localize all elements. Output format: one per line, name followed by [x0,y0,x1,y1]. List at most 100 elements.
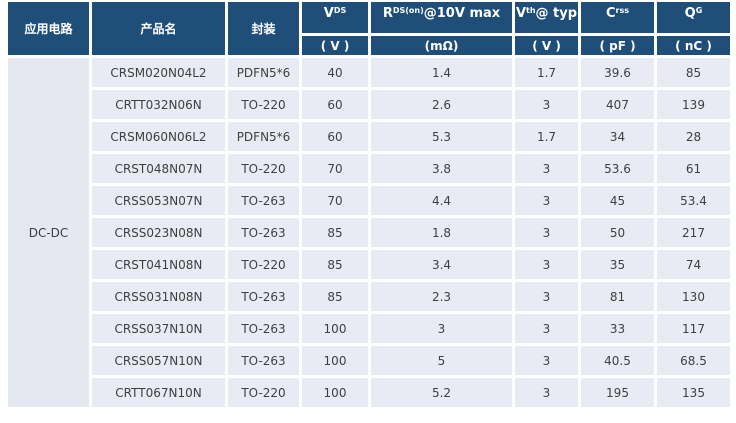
cell-qg: 61 [657,154,730,183]
cell-crss: 407 [581,90,654,119]
cell-vds: 85 [302,282,368,311]
cell-crss: 195 [581,378,654,407]
cell-rds: 5 [371,346,512,375]
cell-package: TO-263 [228,218,299,247]
cell-package: TO-220 [228,250,299,279]
cell-qg: 217 [657,218,730,247]
header-package: 封装 [228,2,299,55]
cell-product: CRSS053N07N [92,186,225,215]
cell-qg: 85 [657,58,730,87]
cell-product: CRSS037N10N [92,314,225,343]
header-vds-base: V [323,6,334,21]
cell-qg: 28 [657,122,730,151]
cell-rds: 3.8 [371,154,512,183]
cell-crss: 81 [581,282,654,311]
cell-vth: 1.7 [515,122,578,151]
cell-package: PDFN5*6 [228,122,299,151]
cell-product: CRSS031N08N [92,282,225,311]
cell-crss: 40.5 [581,346,654,375]
header-qg-unit: ( nC ) [657,36,730,55]
header-rdson-unit: (mΩ) [371,36,512,55]
cell-vth: 3 [515,314,578,343]
cell-product: CRSS023N08N [92,218,225,247]
cell-vth: 3 [515,186,578,215]
application-circuit-cell: DC-DC [8,58,89,407]
cell-vds: 70 [302,186,368,215]
cell-product: CRTT067N10N [92,378,225,407]
header-vds: V DS [302,2,368,33]
cell-vds: 70 [302,154,368,183]
header-vds-unit: ( V ) [302,36,368,55]
header-rdson-base: R [382,6,393,21]
header-qg-base: Q [684,6,696,21]
cell-rds: 2.3 [371,282,512,311]
header-rdson-rest: @10V max [423,6,501,21]
cell-qg: 68.5 [657,346,730,375]
cell-package: TO-220 [228,378,299,407]
header-rdson: R DS(on) @10V max [371,2,512,33]
cell-vds: 100 [302,378,368,407]
cell-package: TO-263 [228,346,299,375]
cell-rds: 3.4 [371,250,512,279]
cell-crss: 50 [581,218,654,247]
cell-rds: 2.6 [371,90,512,119]
cell-vds: 100 [302,346,368,375]
cell-rds: 1.4 [371,58,512,87]
header-vth-rest: @ typ [535,6,578,21]
cell-rds: 5.2 [371,378,512,407]
header-rdson-sup: DS(on) [392,6,424,15]
cell-package: TO-263 [228,282,299,311]
cell-vth: 3 [515,218,578,247]
cell-rds: 1.8 [371,218,512,247]
cell-vds: 85 [302,250,368,279]
cell-product: CRTT032N06N [92,90,225,119]
cell-crss: 45 [581,186,654,215]
cell-vds: 85 [302,218,368,247]
cell-vds: 100 [302,314,368,343]
header-vth-unit: ( V ) [515,36,578,55]
cell-qg: 117 [657,314,730,343]
header-qg-sup: G [695,6,703,15]
header-application-circuit: 应用电路 [8,2,89,55]
cell-vth: 3 [515,154,578,183]
cell-qg: 135 [657,378,730,407]
cell-package: TO-220 [228,154,299,183]
cell-vth: 3 [515,250,578,279]
cell-rds: 3 [371,314,512,343]
cell-package: TO-220 [228,90,299,119]
header-vds-sup: DS [333,6,347,15]
header-crss-unit: ( pF ) [581,36,654,55]
cell-product: CRSS057N10N [92,346,225,375]
cell-vth: 1.7 [515,58,578,87]
header-crss-sup: rss [615,6,629,15]
cell-qg: 139 [657,90,730,119]
cell-crss: 53.6 [581,154,654,183]
cell-crss: 35 [581,250,654,279]
cell-product: CRSM060N06L2 [92,122,225,151]
header-vth-sup: th [526,6,536,15]
cell-package: TO-263 [228,186,299,215]
cell-crss: 33 [581,314,654,343]
cell-package: PDFN5*6 [228,58,299,87]
cell-rds: 5.3 [371,122,512,151]
cell-vth: 3 [515,378,578,407]
cell-vds: 60 [302,90,368,119]
cell-vth: 3 [515,282,578,311]
cell-vds: 60 [302,122,368,151]
cell-qg: 130 [657,282,730,311]
header-crss-base: C [605,6,616,21]
header-vth-base: V [515,6,526,21]
cell-package: TO-263 [228,314,299,343]
cell-product: CRST048N07N [92,154,225,183]
header-product-name: 产品名 [92,2,225,55]
cell-crss: 34 [581,122,654,151]
cell-crss: 39.6 [581,58,654,87]
cell-vth: 3 [515,90,578,119]
cell-product: CRST041N08N [92,250,225,279]
cell-qg: 74 [657,250,730,279]
cell-vth: 3 [515,346,578,375]
